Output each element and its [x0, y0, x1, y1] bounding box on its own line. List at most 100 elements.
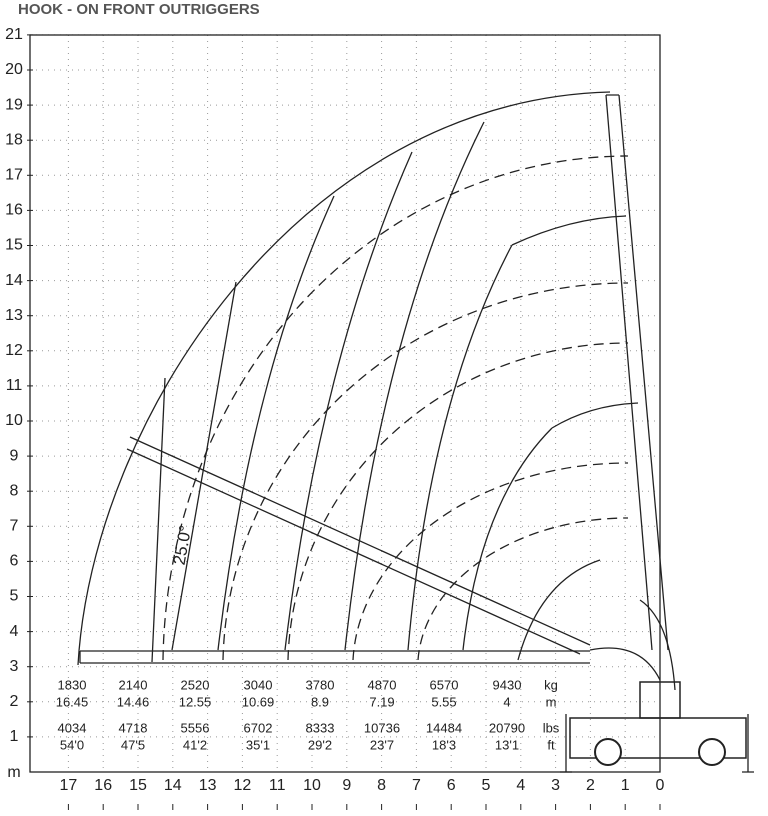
reach-line — [517, 559, 601, 661]
y-tick-label: 2 — [10, 693, 19, 710]
y-tick-label: 6 — [10, 553, 19, 570]
table-cell: 12.55 — [179, 694, 212, 709]
y-tick-label: 9 — [10, 447, 19, 464]
table-cell: 2520 — [181, 677, 210, 692]
boom-base — [589, 599, 676, 691]
boom-horizontal — [79, 650, 590, 664]
dashed-arc — [162, 155, 629, 661]
table-cell: 16.45 — [56, 694, 89, 709]
wheel — [594, 738, 622, 766]
x-tick-label: 16 — [94, 777, 112, 794]
capacity-arc — [551, 402, 639, 429]
table-unit: kg — [544, 677, 558, 692]
table-cell: 10.69 — [242, 694, 275, 709]
x-tick-label: 14 — [164, 777, 182, 794]
capacity-arc — [511, 215, 627, 246]
reach-line — [462, 427, 553, 651]
x-tick-label: 8 — [377, 777, 386, 794]
reach-line — [151, 377, 166, 663]
table-cell: 5556 — [181, 720, 210, 735]
y-tick-label: 20 — [5, 61, 23, 78]
table-cell: 7.19 — [369, 694, 394, 709]
table-cell: 8333 — [306, 720, 335, 735]
y-tick-label: 5 — [10, 588, 19, 605]
table-cell: 4034 — [58, 720, 87, 735]
table-cell: 14.46 — [117, 694, 150, 709]
y-tick-label: 14 — [5, 272, 23, 289]
y-tick-label: 3 — [10, 658, 19, 675]
table-cell: 54'0 — [60, 737, 84, 752]
table-cell: 35'1 — [246, 737, 270, 752]
table-cell: 29'2 — [308, 737, 332, 752]
table-cell: 41'2 — [183, 737, 207, 752]
table-cell: 8.9 — [311, 694, 329, 709]
y-tick-label: 19 — [5, 96, 23, 113]
y-tick-label: 8 — [10, 482, 19, 499]
table-cell: 4718 — [119, 720, 148, 735]
x-tick-label: 17 — [60, 777, 78, 794]
x-tick-label: 6 — [447, 777, 456, 794]
x-tick-label: 10 — [303, 777, 321, 794]
reach-line — [284, 151, 413, 651]
y-tick-label: 18 — [5, 131, 23, 148]
plot-frame — [29, 34, 661, 773]
table-unit: lbs — [543, 720, 560, 735]
y-tick-label: 7 — [10, 518, 19, 535]
table-cell: 6570 — [430, 677, 459, 692]
y-tick-label: 11 — [6, 377, 23, 394]
table-cell: 14484 — [426, 720, 462, 735]
table-cell: 23'7 — [370, 737, 394, 752]
reach-line — [171, 281, 237, 651]
x-tick-label: 2 — [586, 777, 595, 794]
table-unit: ft — [547, 737, 555, 752]
y-tick-label: 4 — [10, 623, 19, 640]
table-cell: 47'5 — [121, 737, 145, 752]
boom-vertical — [605, 94, 669, 651]
outriggers — [560, 714, 754, 773]
y-tick-label: 1 — [10, 728, 19, 745]
table-cell: 3040 — [244, 677, 273, 692]
boom-25 — [126, 436, 591, 655]
x-tick-label: 11 — [269, 777, 286, 794]
capacity-curves — [77, 91, 639, 666]
y-tick-label: 17 — [5, 167, 23, 184]
x-tick-label: 7 — [412, 777, 421, 794]
reach-line — [407, 244, 513, 651]
y-tick-label: 21 — [5, 26, 23, 43]
boom-angle: 25.0° — [170, 524, 196, 567]
dashed-arc — [287, 342, 629, 661]
x-tick-label: 4 — [516, 777, 525, 794]
reach-line — [344, 121, 485, 651]
booms — [79, 94, 676, 691]
y-tick-label: 15 — [5, 237, 23, 254]
crane-truck — [560, 681, 754, 773]
title: HOOK - ON FRONT OUTRIGGERS — [18, 1, 260, 18]
dashed-arcs — [162, 155, 629, 661]
x-tick-label: 0 — [656, 777, 665, 794]
crane-column — [639, 681, 681, 719]
outer-envelope — [77, 91, 611, 666]
table-cell: 5.55 — [431, 694, 456, 709]
y-tick-label: 16 — [5, 202, 23, 219]
table-cell: 9430 — [493, 677, 522, 692]
y-unit: m — [7, 764, 20, 781]
dashed-arc — [222, 282, 629, 661]
table-cell: 1830 — [58, 677, 87, 692]
x-tick-label: 3 — [551, 777, 560, 794]
x-tick-label: 9 — [342, 777, 351, 794]
table-cell: 13'1 — [495, 737, 519, 752]
x-tick-label: 1 — [621, 777, 630, 794]
dashed-arc — [352, 462, 629, 661]
table-cell: 20790 — [489, 720, 525, 735]
table-cell: 2140 — [119, 677, 148, 692]
table-cell: 6702 — [244, 720, 273, 735]
table-cell: 3780 — [306, 677, 335, 692]
y-tick-label: 12 — [5, 342, 23, 359]
y-tick-label: 13 — [5, 307, 23, 324]
x-tick-label: 13 — [199, 777, 217, 794]
y-tick-label: 10 — [5, 412, 23, 429]
table-unit: m — [546, 694, 557, 709]
